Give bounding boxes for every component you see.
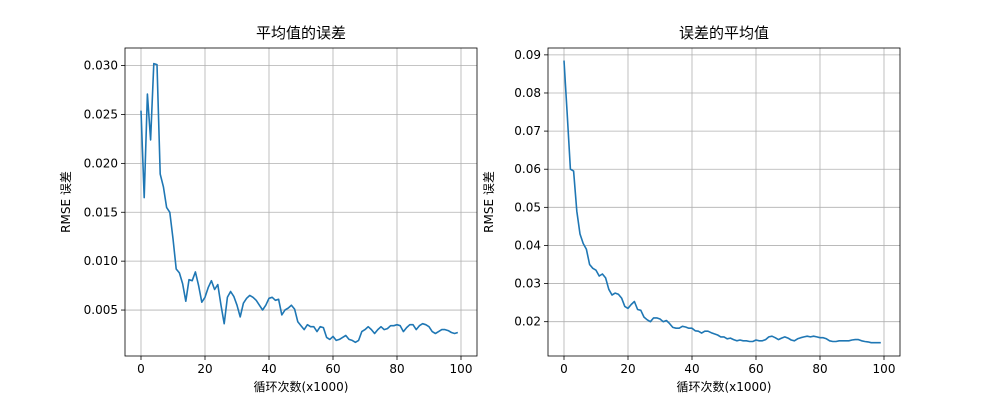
series-line [563, 60, 881, 344]
y-tick-label: 0.05 [514, 200, 541, 214]
chart-title: 平均值的误差 [256, 24, 346, 42]
x-tick-label: 20 [197, 362, 212, 376]
left-plot-mean-error: 0 20 40 60 80 100 0.005 0.010 0.015 0.020 0.025 0.0… [59, 24, 478, 394]
y-tick-label: 0.020 [84, 156, 118, 170]
x-tick-label: 100 [450, 362, 473, 376]
x-axis-label: 循环次数(x1000) [253, 379, 348, 394]
x-tick-label: 80 [812, 362, 827, 376]
x-tick-label: 40 [684, 362, 699, 376]
series-line [140, 62, 459, 344]
y-axis-label: RMSE 误差 [482, 171, 496, 233]
x-tick-label: 60 [748, 362, 763, 376]
axes-frame [124, 47, 478, 357]
x-tick-label: 40 [261, 362, 276, 376]
y-tick-label: 0.07 [514, 124, 541, 138]
x-tick-label: 100 [873, 362, 896, 376]
y-tick-label: 0.02 [514, 315, 541, 329]
y-tick-label: 0.015 [84, 205, 118, 219]
y-tick-label: 0.010 [84, 254, 118, 268]
y-tick-label: 0.04 [514, 238, 541, 252]
y-tick-label: 0.025 [84, 107, 118, 121]
chart-title: 误差的平均值 [679, 24, 769, 42]
x-tick-label: 0 [560, 362, 568, 376]
axes-frame [547, 47, 901, 357]
y-tick-label: 0.09 [514, 48, 541, 62]
right-plot-error-mean: 0 20 40 60 80 100 0.02 0.03 0.04 0.05 0.06 0.07 0.08… [482, 24, 901, 394]
y-tick-label: 0.08 [514, 86, 541, 100]
x-tick-label: 80 [389, 362, 404, 376]
y-tick-label: 0.030 [84, 59, 118, 73]
y-tick-label: 0.005 [84, 303, 118, 317]
y-tick-label: 0.03 [514, 277, 541, 291]
x-tick-label: 60 [325, 362, 340, 376]
x-axis-label: 循环次数(x1000) [676, 379, 771, 394]
y-axis-label: RMSE 误差 [59, 171, 73, 233]
y-tick-label: 0.06 [514, 162, 541, 176]
x-tick-label: 20 [620, 362, 635, 376]
x-tick-label: 0 [137, 362, 145, 376]
